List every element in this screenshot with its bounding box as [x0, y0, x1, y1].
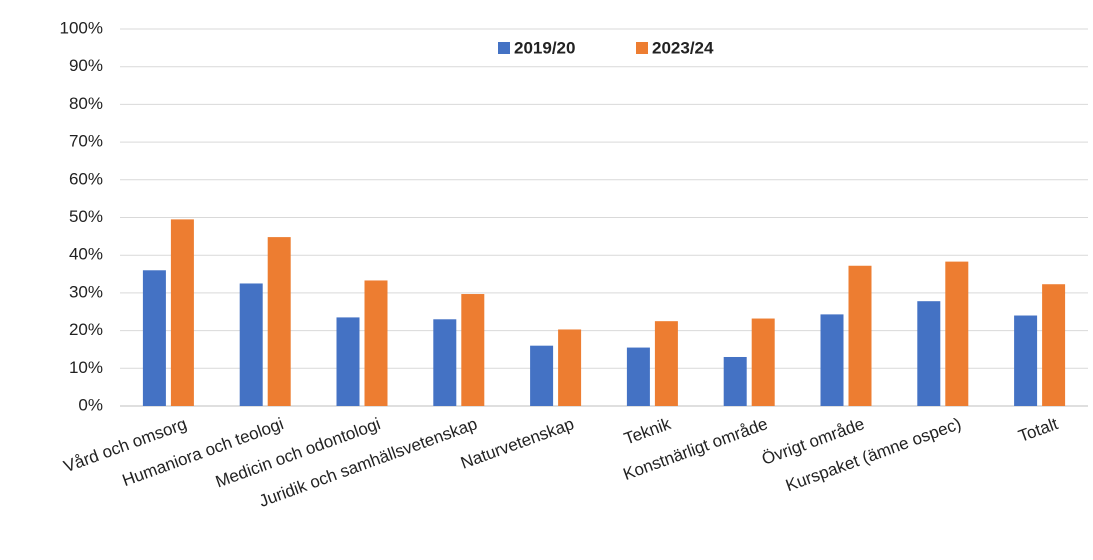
y-tick-label: 50%: [69, 207, 103, 226]
bar: [336, 317, 360, 406]
bar: [1014, 315, 1038, 406]
y-tick-label: 60%: [69, 169, 103, 188]
bar: [170, 219, 194, 406]
bar: [239, 283, 263, 406]
y-tick-label: 30%: [69, 282, 103, 301]
legend-label: 2019/20: [514, 38, 575, 57]
bar: [917, 301, 941, 406]
y-tick-label: 20%: [69, 320, 103, 339]
legend-swatch: [636, 42, 648, 54]
y-tick-label: 100%: [60, 18, 103, 37]
legend-swatch: [498, 42, 510, 54]
y-tick-label: 70%: [69, 132, 103, 151]
x-tick-label: Totalt: [1016, 414, 1061, 446]
bar: [945, 261, 969, 406]
legend-label: 2023/24: [652, 38, 714, 57]
x-tick-label: Humaniora och teologi: [120, 414, 286, 490]
bar: [142, 270, 166, 406]
bar: [558, 329, 582, 406]
bar: [654, 321, 678, 406]
bar: [364, 280, 388, 406]
x-tick-label: Teknik: [622, 414, 674, 449]
y-tick-label: 0%: [78, 395, 103, 414]
bar: [820, 314, 844, 406]
bar: [848, 265, 872, 406]
y-tick-label: 40%: [69, 245, 103, 264]
y-tick-label: 80%: [69, 94, 103, 113]
y-tick-label: 90%: [69, 56, 103, 75]
bar: [626, 347, 650, 406]
bar: [723, 356, 747, 406]
bar: [267, 237, 291, 406]
bar: [433, 319, 457, 406]
bar: [461, 294, 485, 406]
bar: [751, 318, 775, 406]
x-tick-label: Kurspaket (ämne ospec): [783, 414, 964, 495]
bar: [530, 345, 554, 406]
bar: [1042, 284, 1066, 406]
y-tick-label: 10%: [69, 358, 103, 377]
